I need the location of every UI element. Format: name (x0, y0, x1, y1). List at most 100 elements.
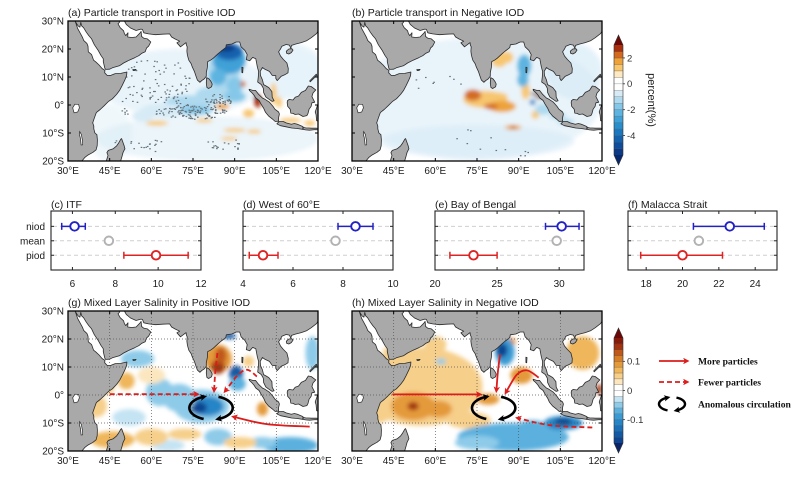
speckle (177, 93, 179, 95)
speckle (185, 77, 187, 79)
data-point-marker (69, 221, 80, 232)
speckle (185, 97, 187, 99)
land (389, 428, 410, 451)
speckle (180, 83, 182, 85)
speckle (222, 148, 224, 150)
speckle (216, 146, 218, 148)
lake (356, 393, 364, 404)
land (241, 356, 244, 364)
speckle (221, 97, 224, 99)
colorbar-cell (614, 135, 623, 143)
speckle (449, 75, 451, 78)
speckle (173, 73, 175, 75)
speckle (156, 61, 158, 63)
land (317, 52, 318, 55)
field-patch (464, 89, 482, 101)
panel-title: (g) Mixed Layer Salinity in Positive IOD (68, 297, 250, 309)
circulation-arc-right (497, 395, 517, 422)
speckle (124, 113, 126, 115)
speckle (149, 148, 151, 150)
panel-b: 30°E 45°E 60°E 75°E 90°E 105°E 120°E (b) Partic… (341, 7, 616, 177)
land (416, 359, 421, 361)
speckle (223, 112, 226, 114)
field-patch (305, 336, 318, 370)
y-tick-label: 30°N (42, 307, 64, 318)
land (205, 77, 213, 89)
colorbar-cell (614, 390, 623, 397)
field-patch (407, 402, 419, 411)
colorbar-cell (614, 431, 623, 438)
speckle (221, 95, 223, 97)
field-patch (195, 118, 213, 123)
speckle (213, 145, 215, 147)
speckle (216, 112, 219, 114)
land (352, 311, 602, 451)
speckle (189, 114, 191, 116)
land (586, 417, 602, 421)
speckle (168, 110, 171, 112)
speckle (155, 113, 158, 115)
x-tick-label: 60°E (140, 166, 162, 177)
x-tick-label: 75°E (466, 456, 488, 467)
speckle (136, 101, 139, 103)
speckle (170, 108, 172, 110)
speckle (171, 111, 173, 113)
land (241, 66, 244, 74)
speckle (222, 111, 224, 113)
y-tick-label: 10°N (42, 363, 64, 374)
speckle (154, 150, 157, 153)
speckle (227, 100, 230, 102)
lake (72, 393, 80, 404)
speckle (154, 139, 157, 141)
speckle (210, 101, 212, 103)
land (569, 338, 578, 345)
field-patch (112, 409, 146, 426)
panel-g: 30°E 45°E 60°E 75°E 90°E 105°E 120°E 30°N 20°N 10… (42, 297, 332, 467)
speckle (125, 76, 128, 78)
speckle (168, 112, 170, 114)
colorbar-tick-label: 0 (627, 79, 632, 90)
colorbar-cell (614, 361, 623, 368)
speckle (198, 106, 201, 108)
speckle-layer (415, 75, 529, 157)
x-tick-label: 30 (554, 279, 566, 290)
speckle (194, 118, 196, 120)
x-tick-label: 45°E (99, 456, 121, 467)
x-tick-label: 60°E (140, 456, 162, 467)
colorbar-cell (614, 70, 623, 78)
field-patch (179, 106, 213, 115)
speckle (174, 108, 177, 110)
speckle (179, 67, 182, 69)
data-point-marker (724, 221, 736, 232)
land (248, 88, 280, 122)
field-patch (279, 118, 302, 123)
field-patch (554, 418, 572, 425)
speckle (121, 110, 124, 112)
map-area (68, 311, 318, 451)
speckle (188, 117, 190, 119)
speckle (182, 115, 184, 117)
speckle (238, 143, 240, 145)
speckle (219, 112, 222, 114)
speckle (170, 116, 173, 118)
speckle (211, 147, 214, 149)
speckle (127, 87, 130, 89)
x-tick-label: 105°E (547, 166, 575, 177)
field-patch (118, 372, 135, 390)
circulation-arc-left (188, 394, 208, 421)
x-tick-label: 10 (153, 279, 165, 290)
field-patch (190, 402, 207, 414)
speckle (227, 143, 230, 145)
colorbar-cell (614, 103, 623, 111)
field-patch (226, 77, 244, 94)
colorbar-cell (614, 384, 623, 391)
speckle (200, 107, 202, 109)
panel-title: (c) ITF (51, 199, 82, 211)
speckle (212, 141, 214, 143)
speckle (197, 116, 199, 118)
more-particles-arrow (493, 354, 501, 394)
colorbar-cell (614, 355, 623, 362)
panel-title: (b) Particle transport in Negative IOD (352, 7, 525, 19)
speckle (191, 109, 193, 112)
speckle (205, 109, 207, 111)
